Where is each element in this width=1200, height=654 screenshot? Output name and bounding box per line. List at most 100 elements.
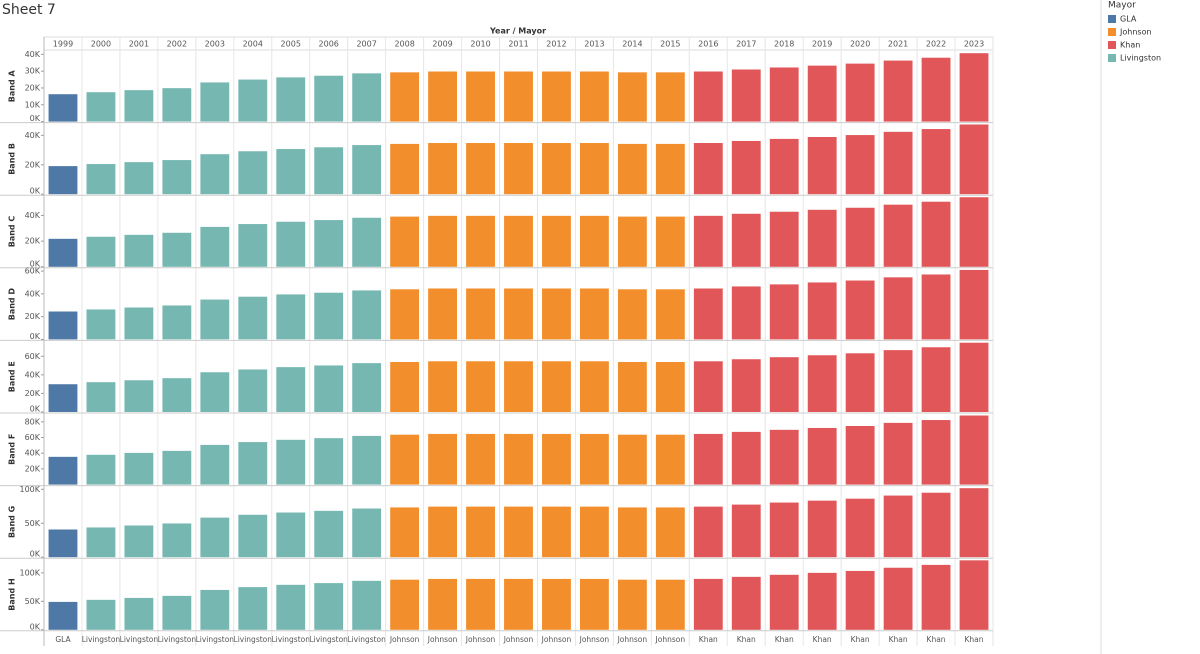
- bar: [390, 72, 420, 122]
- bar: [390, 143, 420, 195]
- bar: [238, 151, 268, 195]
- bar: [731, 286, 761, 340]
- bar: [162, 523, 192, 558]
- bar: [124, 597, 154, 630]
- bar: [693, 288, 723, 340]
- bar: [200, 82, 230, 122]
- x-axis-title: Year / Mayor: [489, 27, 546, 36]
- row-label: Band F: [8, 434, 17, 465]
- bar: [693, 143, 723, 195]
- y-tick-label: 20K: [25, 83, 41, 92]
- bar: [845, 426, 875, 485]
- mayor-label: Johnson: [465, 635, 496, 644]
- bar: [314, 583, 344, 630]
- bar: [314, 220, 344, 267]
- bar: [769, 211, 799, 267]
- x-tick-label: 2005: [281, 40, 301, 49]
- legend-title: Mayor: [1108, 1, 1136, 11]
- bar: [428, 215, 458, 267]
- bar: [276, 149, 306, 195]
- x-tick-label: 2023: [964, 40, 984, 49]
- bar: [542, 215, 571, 267]
- bar: [48, 311, 78, 340]
- bar: [655, 72, 685, 122]
- bar: [542, 578, 571, 630]
- bar: [693, 578, 723, 630]
- bar: [807, 355, 837, 412]
- bar: [124, 90, 154, 122]
- bar: [959, 488, 989, 558]
- mayor-label: Khan: [851, 635, 870, 644]
- bar: [845, 570, 875, 630]
- bar: [504, 433, 533, 485]
- legend-label: Khan: [1120, 41, 1140, 50]
- legend-label: Livingston: [1120, 54, 1161, 63]
- bar: [428, 506, 458, 558]
- y-tick-label: 40K: [25, 50, 41, 59]
- bar: [86, 164, 116, 195]
- bar: [845, 498, 875, 558]
- x-tick-label: 1999: [53, 40, 73, 49]
- mayor-label: Livingston: [196, 635, 235, 644]
- bar: [883, 422, 913, 485]
- y-tick-label: 40K: [25, 211, 41, 220]
- bar: [579, 71, 609, 122]
- mayor-label: Livingston: [309, 635, 348, 644]
- bar: [428, 433, 458, 485]
- bar: [769, 429, 799, 485]
- bar: [428, 288, 458, 340]
- bar: [238, 442, 268, 485]
- bar: [769, 67, 799, 122]
- bar: [883, 131, 913, 195]
- x-tick-label: 2010: [470, 40, 490, 49]
- bar: [579, 578, 609, 630]
- bar: [86, 454, 116, 485]
- x-tick-label: 2008: [394, 40, 414, 49]
- bar: [86, 382, 116, 412]
- bar: [504, 215, 533, 267]
- mayor-label: Khan: [889, 635, 908, 644]
- bar: [542, 506, 571, 558]
- bar: [883, 567, 913, 630]
- bar: [617, 216, 647, 267]
- chart-title: Sheet 7: [2, 2, 56, 18]
- bar: [959, 53, 989, 122]
- bar: [466, 578, 495, 630]
- mayor-label: Khan: [699, 635, 718, 644]
- bar: [807, 500, 837, 558]
- bar: [921, 420, 951, 485]
- bar: [921, 201, 951, 267]
- bar: [579, 433, 609, 485]
- bar: [124, 234, 154, 267]
- bar: [86, 92, 116, 122]
- bar: [162, 88, 192, 122]
- bar: [86, 236, 116, 267]
- bar: [731, 213, 761, 267]
- bar: [504, 506, 533, 558]
- mayor-label: Johnson: [579, 635, 610, 644]
- mayor-label: Khan: [965, 635, 984, 644]
- bar: [124, 452, 154, 485]
- bar: [238, 514, 268, 558]
- mayor-label: Johnson: [541, 635, 572, 644]
- bar: [390, 216, 420, 267]
- legend-label: Johnson: [1119, 28, 1152, 37]
- y-tick-label: 10K: [25, 100, 41, 109]
- bar: [466, 433, 495, 485]
- bar: [807, 65, 837, 122]
- bar: [86, 527, 116, 558]
- bar: [162, 450, 192, 485]
- mayor-label: Johnson: [503, 635, 534, 644]
- bar: [390, 507, 420, 558]
- x-tick-label: 2006: [319, 40, 339, 49]
- bar: [352, 217, 382, 267]
- bar: [617, 434, 647, 485]
- bar: [921, 492, 951, 558]
- bar: [807, 136, 837, 195]
- mayor-label: Johnson: [655, 635, 686, 644]
- x-tick-label: 2022: [926, 40, 946, 49]
- x-tick-label: 2014: [622, 40, 642, 49]
- y-tick-label: 60K: [25, 352, 41, 361]
- row-label: Band B: [8, 143, 17, 175]
- x-tick-label: 2012: [546, 40, 566, 49]
